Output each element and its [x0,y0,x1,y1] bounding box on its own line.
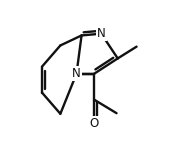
Text: N: N [97,27,106,40]
Text: N: N [72,67,81,80]
Text: O: O [90,117,99,130]
